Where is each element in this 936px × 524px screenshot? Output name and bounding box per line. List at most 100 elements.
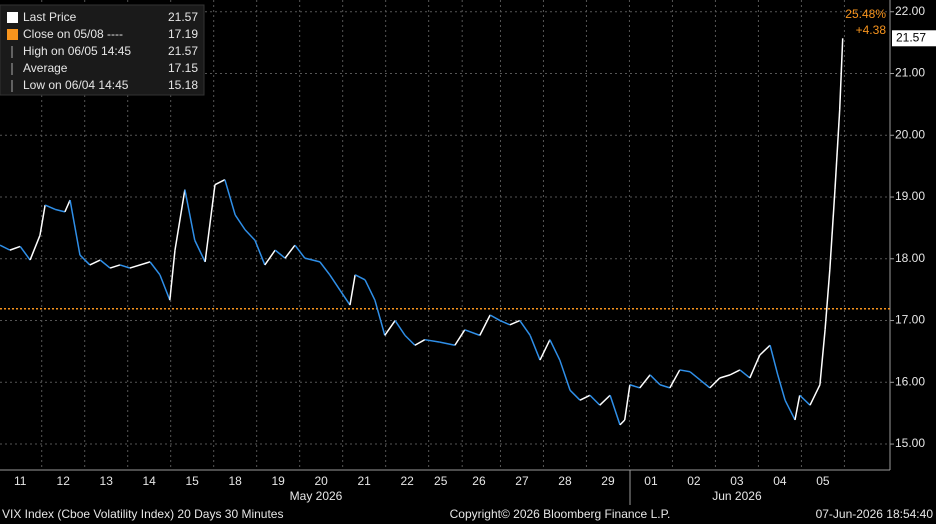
x-tick-label: 21 — [357, 474, 371, 488]
price-segment — [19, 245, 31, 261]
x-tick-label: 04 — [773, 474, 787, 488]
x-tick-label: 19 — [271, 474, 285, 488]
price-segment — [184, 189, 196, 241]
price-segment — [174, 189, 186, 251]
price-segment — [739, 369, 751, 379]
legend-value: 21.57 — [168, 44, 198, 58]
price-segment — [489, 314, 501, 322]
price-segment — [777, 374, 786, 401]
x-tick-label: 28 — [558, 474, 572, 488]
price-segment — [719, 374, 731, 379]
price-segment — [294, 244, 306, 259]
footer-left: VIX Index (Cboe Volatility Index) 20 Day… — [2, 507, 283, 521]
x-tick-label: 27 — [515, 474, 529, 488]
x-tick-label: 22 — [400, 474, 414, 488]
price-segment — [439, 341, 456, 346]
price-segment — [689, 371, 701, 381]
legend-name: High on 06/05 14:45 — [23, 44, 131, 58]
price-segment — [44, 204, 56, 211]
price-segment — [609, 395, 621, 426]
price-segment — [759, 344, 771, 356]
price-segment — [784, 399, 796, 421]
price-segment — [599, 394, 611, 406]
price-segment — [499, 319, 511, 326]
price-segment — [649, 374, 661, 386]
price-segment — [809, 384, 821, 406]
x-tick-label: 15 — [186, 474, 200, 488]
price-segment — [659, 384, 671, 389]
price-segment — [169, 250, 176, 301]
price-segment — [464, 329, 481, 337]
legend-value: 21.57 — [168, 10, 198, 24]
x-tick-label: 05 — [816, 474, 830, 488]
price-segment — [194, 239, 206, 263]
price-segment — [79, 254, 91, 266]
price-segment — [264, 249, 276, 266]
y-tick-label: 16.00 — [895, 374, 925, 388]
price-segment — [819, 329, 826, 385]
footer-right: 07-Jun-2026 18:54:40 — [816, 507, 934, 521]
last-price-tag — [892, 30, 936, 47]
y-tick-label: 21.00 — [895, 66, 925, 80]
price-segment — [699, 379, 711, 389]
x-tick-label: 13 — [100, 474, 114, 488]
price-segment — [749, 354, 761, 379]
price-segment — [214, 179, 226, 186]
price-segment — [0, 244, 11, 251]
price-segment — [619, 419, 626, 426]
x-tick-label: 25 — [434, 474, 448, 488]
price-segment — [629, 384, 640, 389]
price-segment — [224, 179, 236, 216]
price-segment — [354, 274, 366, 281]
footer-center: Copyright© 2026 Bloomberg Finance L.P. — [450, 507, 671, 521]
legend-box — [0, 4, 205, 96]
price-segment — [99, 259, 111, 269]
price-segment — [794, 395, 801, 421]
price-segment — [479, 314, 491, 336]
y-tick-label: 22.00 — [895, 4, 925, 18]
legend-value: 17.19 — [168, 27, 198, 41]
price-segment — [39, 204, 46, 236]
price-segment — [254, 239, 266, 266]
price-segment — [159, 274, 171, 301]
price-segment — [549, 339, 561, 361]
price-segment — [384, 320, 396, 336]
x-tick-label: 26 — [472, 474, 486, 488]
annotation: +4.38 — [856, 23, 887, 37]
legend-swatch — [7, 29, 18, 40]
price-segment — [394, 320, 406, 336]
legend-name: Close on 05/08 ---- — [23, 27, 123, 41]
price-segment — [29, 235, 41, 261]
price-segment — [679, 369, 691, 373]
price-segment — [54, 208, 66, 213]
price-segment — [799, 394, 811, 406]
price-segment — [559, 359, 571, 391]
price-segment — [319, 261, 331, 276]
price-segment — [339, 289, 351, 306]
price-segment — [204, 184, 216, 262]
legend-name: Average — [23, 61, 68, 75]
price-segment — [709, 377, 721, 389]
price-segment — [304, 257, 321, 263]
y-tick-label: 15.00 — [895, 436, 925, 450]
legend-value: 15.18 — [168, 78, 198, 92]
price-segment — [424, 338, 440, 343]
price-segment — [329, 274, 341, 291]
y-tick-label: 17.00 — [895, 313, 925, 327]
y-tick-label: 18.00 — [895, 251, 925, 265]
x-tick-label: 12 — [57, 474, 71, 488]
price-segment — [414, 339, 426, 346]
price-segment — [529, 335, 541, 361]
x-tick-label: 18 — [229, 474, 243, 488]
price-segment — [579, 394, 591, 401]
price-segment — [569, 389, 581, 401]
price-segment — [69, 199, 81, 256]
x-tick-label: 11 — [14, 474, 27, 488]
price-segment — [364, 279, 376, 301]
x-tick-label: 29 — [601, 474, 615, 488]
price-segment — [769, 345, 779, 376]
price-segment — [454, 329, 466, 346]
price-segment — [349, 274, 356, 306]
price-segment — [64, 199, 71, 213]
price-segment — [623, 384, 631, 421]
